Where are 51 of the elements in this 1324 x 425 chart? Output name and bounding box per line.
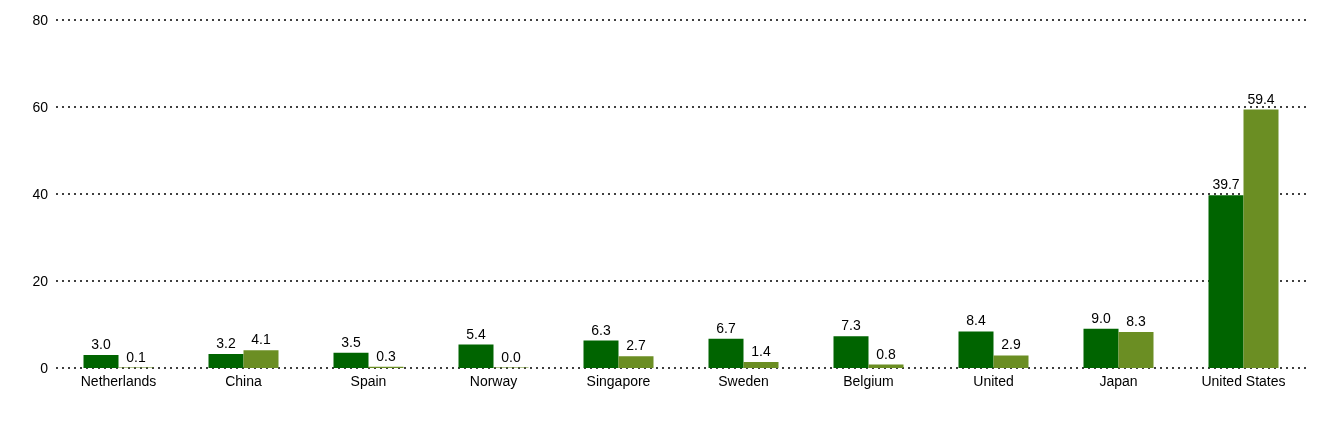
x-tick-label: United (973, 372, 1014, 389)
bar (83, 354, 119, 368)
bar (243, 350, 279, 368)
x-tick-label: China (225, 372, 262, 389)
data-label: 0.1 (126, 348, 146, 365)
data-label: 8.3 (1126, 312, 1146, 329)
data-label: 6.3 (591, 321, 611, 338)
x-tick-label: Belgium (843, 372, 894, 389)
bar (1243, 109, 1279, 368)
data-label: 4.1 (251, 331, 271, 348)
data-label: 39.7 (1212, 176, 1240, 193)
data-label: 0.3 (376, 347, 396, 364)
x-tick-label: Sweden (718, 372, 769, 389)
x-tick-label: Singapore (586, 372, 651, 389)
bar (458, 344, 494, 368)
data-label: 6.7 (716, 319, 736, 336)
data-label: 3.0 (91, 335, 111, 352)
data-label: 0.0 (501, 348, 521, 365)
y-tick-label: 80 (32, 11, 49, 28)
bar (708, 338, 744, 368)
x-tick-label: United States (1201, 372, 1286, 389)
x-tick-label: Japan (1099, 372, 1138, 389)
bar (208, 354, 244, 368)
data-label: 5.4 (466, 325, 486, 342)
bar (833, 336, 869, 368)
bar (583, 340, 619, 368)
data-label: 9.0 (1091, 309, 1111, 326)
bar (1083, 328, 1119, 368)
y-tick-label: 20 (32, 272, 49, 289)
data-label: 2.7 (626, 337, 646, 354)
bar (743, 361, 779, 368)
bar (618, 356, 654, 368)
data-label: 3.2 (216, 335, 236, 352)
bar (333, 352, 369, 368)
data-label: 3.5 (341, 333, 361, 350)
data-label: 59.4 (1247, 90, 1275, 107)
x-tick-label: Norway (469, 372, 518, 389)
data-label: 1.4 (751, 342, 771, 359)
bar (1208, 195, 1244, 368)
bar (993, 355, 1029, 368)
bar (958, 331, 994, 368)
x-tick-label: Netherlands (80, 372, 157, 389)
bar (1118, 331, 1154, 368)
data-label: 0.8 (876, 345, 896, 362)
y-tick-label: 0 (40, 359, 49, 376)
y-tick-label: 60 (32, 98, 49, 115)
data-label: 7.3 (841, 317, 861, 334)
data-label: 2.9 (1001, 336, 1021, 353)
y-tick-label: 40 (32, 185, 49, 202)
data-label: 8.4 (966, 312, 986, 329)
x-tick-label: Spain (350, 372, 387, 389)
